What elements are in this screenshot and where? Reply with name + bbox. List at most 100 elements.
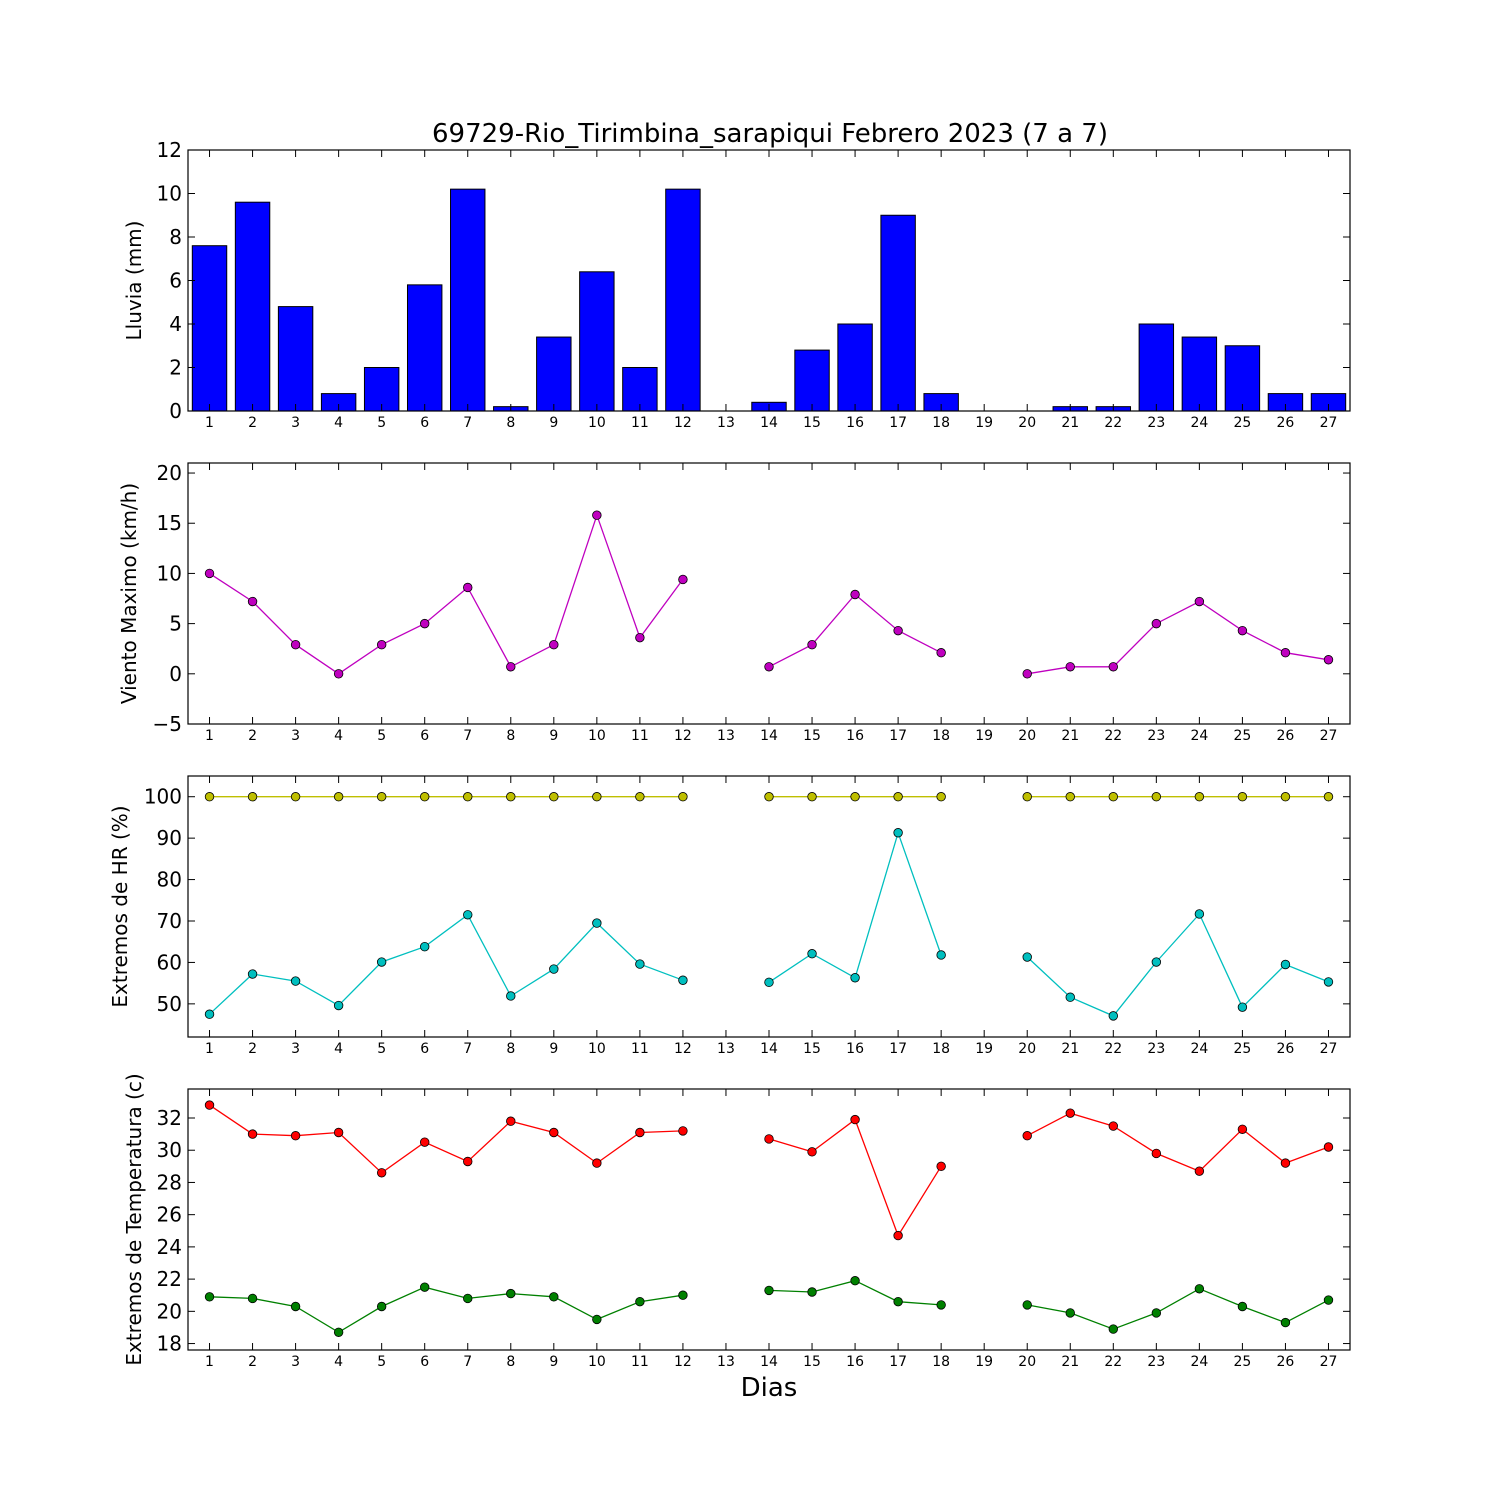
- x-tick-label: 21: [1061, 415, 1079, 431]
- x-tick-label: 2: [248, 728, 257, 744]
- x-tick-label: 11: [631, 415, 649, 431]
- x-tick-label: 10: [588, 1041, 606, 1057]
- x-tick-label: 16: [846, 1354, 864, 1370]
- x-tick-label: 6: [420, 415, 429, 431]
- series-0-point-day-20: [1022, 669, 1032, 679]
- series-0-point-day-26: [1280, 1158, 1291, 1168]
- bar-day-9: [536, 336, 572, 412]
- series-0-point-day-16: [850, 1114, 860, 1125]
- x-tick-label: 27: [1320, 1041, 1338, 1057]
- y-tick-label: 20: [157, 461, 182, 485]
- x-tick-label: 22: [1104, 728, 1122, 744]
- series-0-point-day-15: [807, 639, 817, 650]
- y-tick-label: −5: [153, 712, 182, 736]
- series-0-point-day-2: [247, 1129, 258, 1139]
- series-1-point-day-11: [635, 959, 645, 969]
- series-0-point-day-9: [549, 1127, 559, 1138]
- x-tick-label: 24: [1190, 415, 1208, 431]
- series-1-point-day-15: [807, 949, 817, 959]
- series-1-point-day-2: [247, 969, 258, 979]
- x-tick-label: 26: [1277, 1041, 1295, 1057]
- series-1-point-day-12: [678, 1290, 688, 1300]
- y-tick-label: 24: [157, 1235, 182, 1259]
- bar-day-23: [1138, 323, 1175, 412]
- y-tick-label: 20: [157, 1299, 182, 1323]
- x-tick-label: 3: [291, 415, 300, 431]
- y-axis-label: Lluvia (mm): [122, 221, 146, 341]
- x-tick-label: 13: [717, 728, 735, 744]
- x-tick-label: 4: [334, 1041, 343, 1057]
- series-0-point-day-12: [678, 1126, 688, 1136]
- x-tick-label: 8: [506, 728, 515, 744]
- series-0-point-day-9: [549, 639, 559, 650]
- x-tick-label: 15: [803, 728, 821, 744]
- bar-day-15: [794, 349, 830, 412]
- x-tick-label: 7: [463, 1041, 472, 1057]
- series-0-point-day-5: [376, 639, 387, 650]
- x-tick-label: 13: [717, 1354, 735, 1370]
- x-tick-label: 2: [248, 1041, 257, 1057]
- y-tick-label: 32: [157, 1106, 182, 1130]
- series-1-point-day-25: [1237, 1301, 1248, 1312]
- series-1-point-day-22: [1108, 1011, 1118, 1021]
- series-0-point-day-6: [420, 618, 430, 629]
- x-tick-label: 1: [205, 728, 214, 744]
- x-tick-label: 16: [846, 415, 864, 431]
- x-tick-label: 25: [1233, 728, 1251, 744]
- y-tick-label: 100: [144, 785, 182, 809]
- series-1-point-day-6: [420, 1282, 430, 1292]
- x-tick-label: 19: [975, 415, 993, 431]
- series-0-point-day-11: [635, 792, 645, 802]
- x-tick-label: 22: [1104, 1041, 1122, 1057]
- series-0-point-day-4: [333, 669, 344, 679]
- x-tick-label: 8: [506, 1041, 515, 1057]
- x-tick-label: 20: [1018, 728, 1036, 744]
- series-1-point-day-1: [204, 1292, 215, 1302]
- bar-day-25: [1224, 345, 1261, 412]
- x-tick-label: 10: [588, 415, 606, 431]
- series-1-point-day-22: [1108, 1324, 1118, 1334]
- series-1-point-day-8: [506, 1288, 516, 1299]
- y-tick-label: 10: [157, 182, 182, 206]
- series-0-point-day-25: [1237, 792, 1248, 802]
- x-tick-label: 15: [803, 1041, 821, 1057]
- series-1-point-day-20: [1022, 952, 1032, 962]
- x-tick-label: 1: [205, 1041, 214, 1057]
- series-0-point-day-1: [204, 792, 215, 802]
- series-1-point-day-23: [1151, 1308, 1162, 1318]
- series-1-point-day-14: [764, 977, 774, 988]
- y-tick-label: 8: [169, 225, 182, 249]
- x-tick-label: 8: [506, 415, 515, 431]
- x-tick-label: 5: [377, 1041, 386, 1057]
- x-axis-label: Dias: [741, 1373, 798, 1403]
- series-0-point-day-8: [506, 662, 516, 672]
- x-tick-label: 25: [1233, 1354, 1251, 1370]
- x-tick-label: 12: [674, 415, 692, 431]
- series-0-point-day-6: [420, 792, 430, 802]
- x-tick-label: 4: [334, 1354, 343, 1370]
- series-1-point-day-18: [936, 1300, 946, 1310]
- bar-day-24: [1181, 336, 1218, 412]
- series-1-point-day-3: [290, 976, 301, 986]
- series-0-point-day-15: [807, 1147, 817, 1157]
- x-tick-label: 23: [1147, 728, 1165, 744]
- series-0-point-day-2: [247, 596, 258, 607]
- series-0-point-day-17: [893, 792, 903, 802]
- series-0-point-day-21: [1065, 1108, 1075, 1118]
- x-tick-label: 14: [760, 1354, 778, 1370]
- x-tick-label: 14: [760, 728, 778, 744]
- series-1-point-day-21: [1065, 1308, 1075, 1318]
- chart-title: 69729-Rio_Tirimbina_sarapiqui Febrero 20…: [432, 119, 1108, 149]
- x-tick-label: 1: [205, 1354, 214, 1370]
- series-0-point-day-12: [678, 792, 688, 802]
- series-0-point-day-5: [376, 1168, 387, 1178]
- x-tick-label: 27: [1320, 728, 1338, 744]
- x-tick-label: 2: [248, 415, 257, 431]
- x-tick-label: 18: [932, 415, 950, 431]
- x-tick-label: 7: [463, 1354, 472, 1370]
- series-1-point-day-20: [1022, 1300, 1032, 1310]
- x-tick-label: 10: [588, 728, 606, 744]
- series-1-point-day-17: [893, 828, 903, 838]
